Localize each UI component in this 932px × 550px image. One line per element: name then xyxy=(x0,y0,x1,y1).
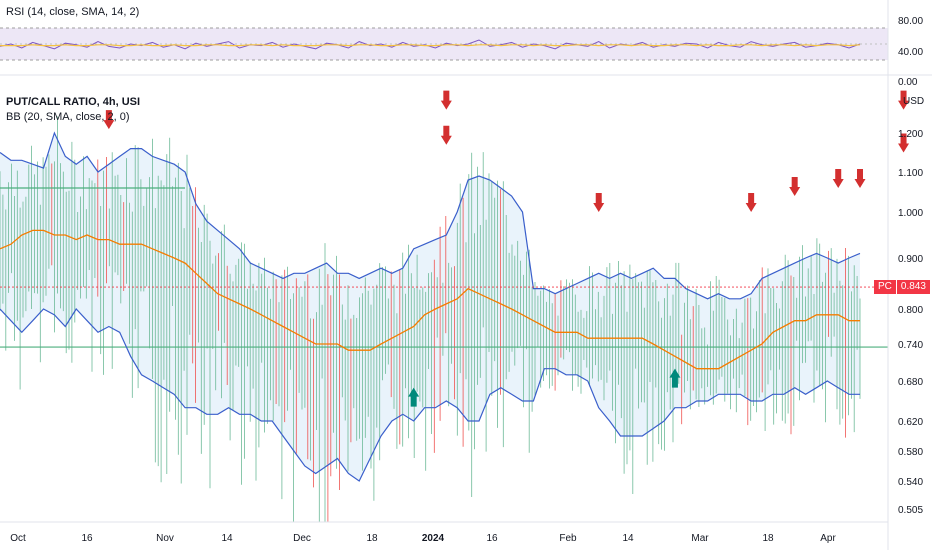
last-price-tag: PC 0.843 xyxy=(874,280,930,295)
price-tag-name: PC xyxy=(874,280,896,295)
price-tick-label: 0.800 xyxy=(898,305,923,316)
bb-upper-line[interactable] xyxy=(0,131,861,300)
bb-lower-line[interactable] xyxy=(0,308,860,482)
time-tick-label: 2024 xyxy=(422,533,445,544)
rsi-ma-line[interactable] xyxy=(0,44,861,47)
price-tick-label: 0.580 xyxy=(898,447,923,458)
time-tick-label: Feb xyxy=(559,533,577,544)
rsi-panel[interactable] xyxy=(0,27,888,61)
time-tick-label: 16 xyxy=(81,533,93,544)
price-tick-label: 0.900 xyxy=(898,254,923,265)
sell-arrow-icon[interactable] xyxy=(103,110,115,130)
sell-arrow-icon[interactable] xyxy=(440,125,452,145)
sell-arrow-icon[interactable] xyxy=(593,193,605,212)
sell-arrow-icon[interactable] xyxy=(745,193,757,212)
bb-indicator-label[interactable]: BB (20, SMA, close, 2, 0) xyxy=(6,111,130,123)
time-axis[interactable]: Oct 16 Nov 14 Dec 18 2024 16 Feb 14 Mar 18 Apr xyxy=(10,533,836,544)
sell-arrow-icon[interactable] xyxy=(832,169,844,188)
price-tick-label: 0.680 xyxy=(898,377,923,388)
sell-arrow-icon[interactable] xyxy=(898,133,910,153)
bb-basis-line[interactable] xyxy=(0,229,860,370)
price-tag-value: 0.843 xyxy=(896,280,930,295)
time-tick-label: 14 xyxy=(221,533,233,544)
time-tick-label: 14 xyxy=(622,533,634,544)
time-tick-label: 18 xyxy=(366,533,378,544)
sell-arrow-icon[interactable] xyxy=(898,90,910,110)
buy-arrow-icon[interactable] xyxy=(669,368,681,388)
rsi-tick-label: 0.00 xyxy=(898,77,918,88)
time-tick-label: 16 xyxy=(486,533,498,544)
rsi-tick-label: 80.00 xyxy=(898,16,923,27)
main-price-panel[interactable] xyxy=(0,90,910,522)
rsi-indicator-label[interactable]: RSI (14, close, SMA, 14, 2) xyxy=(6,6,140,18)
time-tick-label: Apr xyxy=(820,533,836,544)
price-tick-label: 0.740 xyxy=(898,340,923,351)
price-tick-label: 1.000 xyxy=(898,208,923,219)
bb-fill xyxy=(0,133,860,481)
price-tick-label: 1.100 xyxy=(898,168,923,179)
price-tick-label: 0.505 xyxy=(898,505,923,516)
price-tick-label: 0.540 xyxy=(898,477,923,488)
sell-arrow-icon[interactable] xyxy=(789,177,801,196)
sell-arrow-icon[interactable] xyxy=(440,90,452,110)
price-axis[interactable]: 80.00 40.00 0.00 1.200 1.100 1.000 0.900 0.800 0… xyxy=(898,16,923,516)
rsi-tick-label: 40.00 xyxy=(898,47,923,58)
price-tick-label: 1.200 xyxy=(898,129,923,140)
sell-arrow-icon[interactable] xyxy=(854,169,866,188)
main-title[interactable]: PUT/CALL RATIO, 4h, USI xyxy=(6,96,141,108)
price-tick-label: 0.620 xyxy=(898,417,923,428)
time-tick-label: Dec xyxy=(293,533,311,544)
time-tick-label: 18 xyxy=(762,533,774,544)
time-tick-label: Mar xyxy=(691,533,709,544)
time-tick-label: Oct xyxy=(10,533,26,544)
currency-label[interactable]: USD xyxy=(903,96,925,107)
time-tick-label: Nov xyxy=(156,533,174,544)
buy-arrow-icon[interactable] xyxy=(408,387,420,407)
